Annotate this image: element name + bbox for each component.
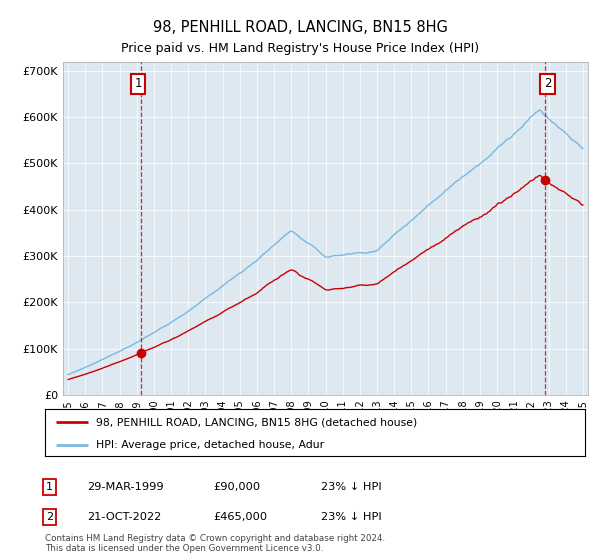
Text: 98, PENHILL ROAD, LANCING, BN15 8HG: 98, PENHILL ROAD, LANCING, BN15 8HG (152, 20, 448, 35)
Text: £465,000: £465,000 (213, 512, 267, 522)
Text: 2: 2 (46, 512, 53, 522)
Text: 1: 1 (46, 482, 53, 492)
Text: 2: 2 (544, 77, 551, 90)
Text: Contains HM Land Registry data © Crown copyright and database right 2024.
This d: Contains HM Land Registry data © Crown c… (45, 534, 385, 553)
Text: Price paid vs. HM Land Registry's House Price Index (HPI): Price paid vs. HM Land Registry's House … (121, 42, 479, 55)
Text: 98, PENHILL ROAD, LANCING, BN15 8HG (detached house): 98, PENHILL ROAD, LANCING, BN15 8HG (det… (96, 417, 418, 427)
Text: 29-MAR-1999: 29-MAR-1999 (87, 482, 164, 492)
Text: £90,000: £90,000 (213, 482, 260, 492)
Text: 23% ↓ HPI: 23% ↓ HPI (321, 482, 382, 492)
Text: HPI: Average price, detached house, Adur: HPI: Average price, detached house, Adur (96, 440, 325, 450)
Text: 21-OCT-2022: 21-OCT-2022 (87, 512, 161, 522)
Text: 1: 1 (134, 77, 142, 90)
Text: 23% ↓ HPI: 23% ↓ HPI (321, 512, 382, 522)
